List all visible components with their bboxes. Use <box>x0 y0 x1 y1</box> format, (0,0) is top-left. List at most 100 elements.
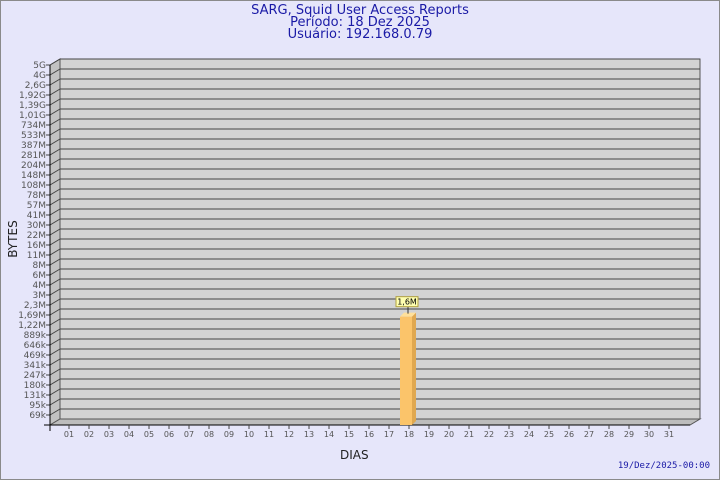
chart-title: SARG, Squid User Access Reports <box>251 3 469 18</box>
x-tick-label: 04 <box>124 430 134 439</box>
grid-slant <box>49 268 61 276</box>
grid-slant <box>49 398 61 406</box>
y-tick-label: 108M <box>21 181 46 191</box>
x-tick-label: 01 <box>64 430 74 439</box>
grid-slant <box>49 258 61 266</box>
grid-slant <box>49 98 61 106</box>
y-tick-label: 889k <box>24 331 47 341</box>
x-axis-label: DIAS <box>340 448 369 462</box>
x-tick-label: 26 <box>564 430 574 439</box>
x-tick-label: 15 <box>344 430 354 439</box>
y-tick-label: 204M <box>21 161 46 171</box>
grid-slant <box>49 388 61 396</box>
grid-slant <box>49 308 61 316</box>
x-tick-label: 05 <box>144 430 154 439</box>
grid-slant <box>49 408 61 416</box>
grid-slant <box>49 378 61 386</box>
y-tick-label: 16M <box>27 241 46 251</box>
grid-slant <box>49 128 61 136</box>
x-tick-label: 30 <box>644 430 654 439</box>
x-tick-label: 02 <box>84 430 94 439</box>
grid-slant <box>49 248 61 256</box>
y-tick-label: 1,69M <box>18 311 46 321</box>
x-tick-label: 06 <box>164 430 174 439</box>
x-tick-label: 29 <box>624 430 634 439</box>
grid-slant <box>49 208 61 216</box>
grid-slant <box>49 148 61 156</box>
x-tick-label: 23 <box>504 430 514 439</box>
timestamp: 19/Dez/2025-00:00 <box>617 461 710 471</box>
grid-slant <box>49 218 61 226</box>
x-tick-label: 22 <box>484 430 494 439</box>
y-tick-label: 2,3M <box>24 301 46 311</box>
y-tick-label: 57M <box>27 201 46 211</box>
x-tick-label: 31 <box>664 430 674 439</box>
grid-slant <box>49 318 61 326</box>
y-tick-label: 95k <box>29 401 46 411</box>
y-tick-label: 78M <box>27 191 46 201</box>
y-tick-label: 1,22M <box>18 321 46 331</box>
bar-side <box>412 312 416 425</box>
y-tick-label: 1,01G <box>19 111 46 121</box>
y-tick-label: 3M <box>33 291 47 301</box>
y-tick-label: 4M <box>33 281 47 291</box>
y-tick-label: 5G <box>33 61 46 71</box>
grid-slant <box>49 228 61 236</box>
grid-slant <box>49 198 61 206</box>
x-tick-label: 17 <box>384 430 394 439</box>
grid-slant <box>49 368 61 376</box>
grid-slant <box>49 158 61 166</box>
y-tick-label: 180k <box>24 381 47 391</box>
bar <box>400 316 412 425</box>
grid-slant <box>49 68 61 76</box>
y-tick-label: 734M <box>21 121 46 131</box>
grid-slant <box>49 118 61 126</box>
y-tick-label: 22M <box>27 231 46 241</box>
x-tick-label: 24 <box>524 430 534 439</box>
y-tick-label: 148M <box>21 171 46 181</box>
data-label-box <box>395 296 419 308</box>
bar-top <box>400 312 416 317</box>
y-tick-label: 11M <box>27 251 46 261</box>
grid-slant <box>49 348 61 356</box>
y-tick-label: 281M <box>21 151 46 161</box>
grid-slant <box>49 238 61 246</box>
x-tick-label: 20 <box>444 430 454 439</box>
x-tick-label: 12 <box>284 430 294 439</box>
y-axis-label: BYTES <box>6 220 20 258</box>
grid-slant <box>49 58 61 66</box>
x-tick-label: 09 <box>224 430 234 439</box>
grid-slant <box>49 88 61 96</box>
y-tick-label: 6M <box>33 271 47 281</box>
y-tick-label: 469k <box>24 351 47 361</box>
grid-slant <box>49 358 61 366</box>
y-tick-label: 8M <box>33 261 47 271</box>
grid-slant <box>49 78 61 86</box>
chart-user: Usuário: 192.168.0.79 <box>287 27 433 42</box>
grid-slant <box>49 138 61 146</box>
x-tick-label: 28 <box>604 430 614 439</box>
y-tick-label: 30M <box>27 221 46 231</box>
grid-slant <box>49 178 61 186</box>
x-tick-label: 08 <box>204 430 214 439</box>
data-label: 1,6M <box>397 298 417 307</box>
y-tick-label: 1,39G <box>19 101 46 111</box>
floor <box>48 418 702 426</box>
y-tick-label: 131k <box>24 391 47 401</box>
y-tick-label: 69k <box>29 411 46 421</box>
x-tick-label: 13 <box>304 430 314 439</box>
grid-slant <box>49 188 61 196</box>
x-tick-label: 19 <box>424 430 434 439</box>
y-tick-label: 387M <box>21 141 46 151</box>
x-tick-label: 21 <box>464 430 474 439</box>
grid-slant <box>49 298 61 306</box>
y-tick-label: 341k <box>24 361 47 371</box>
grid-slant <box>49 108 61 116</box>
x-tick-label: 27 <box>584 430 594 439</box>
x-tick-label: 14 <box>324 430 334 439</box>
x-tick-label: 16 <box>364 430 374 439</box>
y-tick-label: 2,6G <box>25 81 46 91</box>
grid-slant <box>49 328 61 336</box>
grid-slant <box>49 168 61 176</box>
